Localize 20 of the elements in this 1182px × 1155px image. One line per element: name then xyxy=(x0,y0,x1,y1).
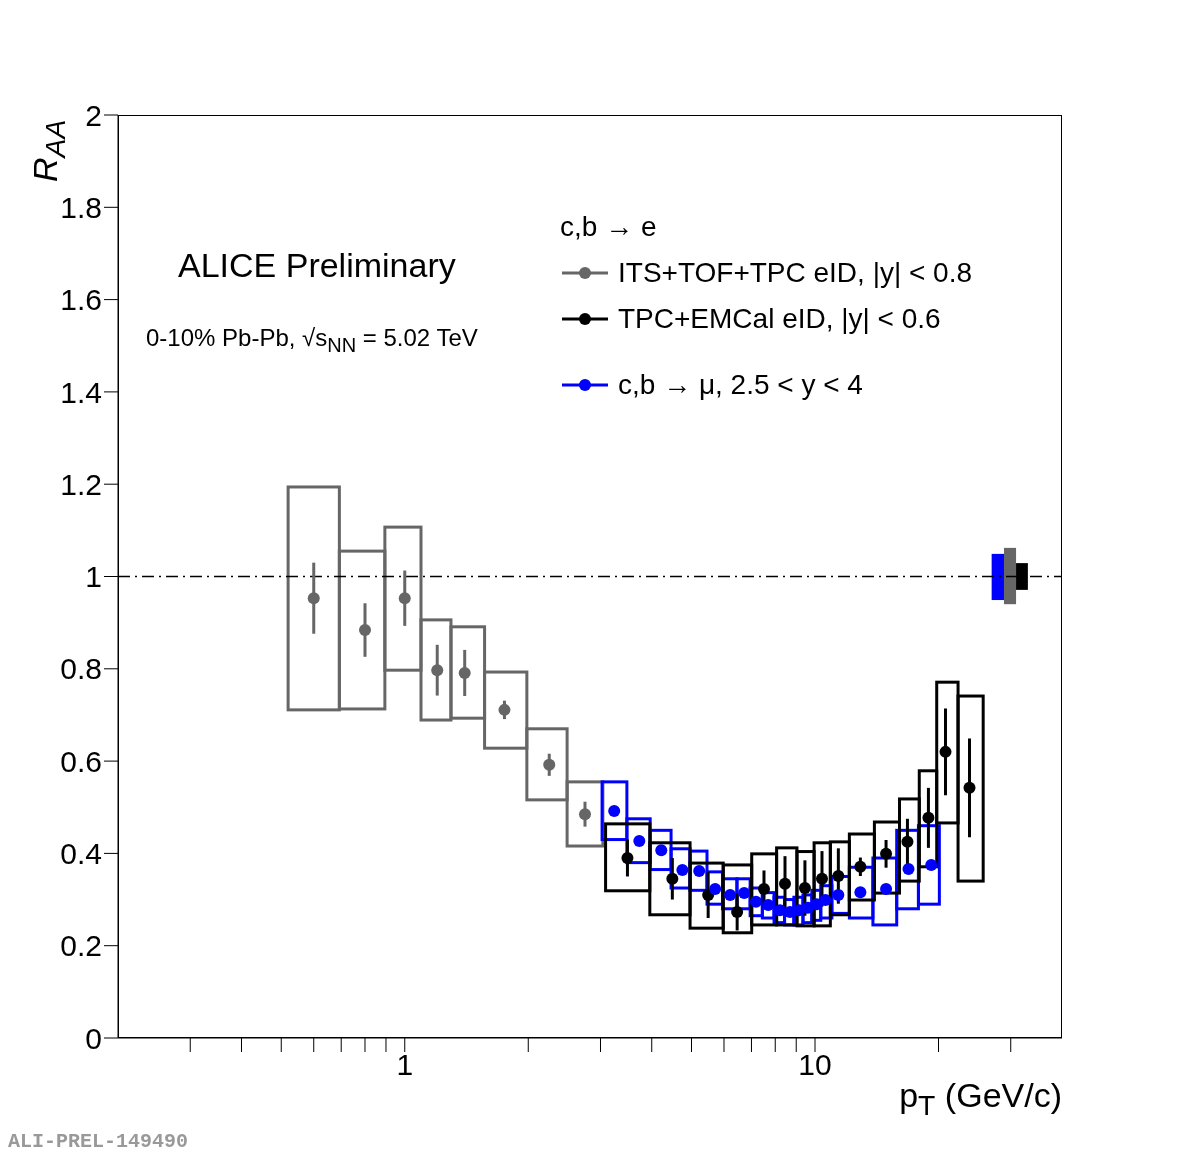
y-tick-label: 1.4 xyxy=(60,375,102,409)
annotation: 0-10% Pb-Pb, √s$_{NN}$ = 5.02 TeV xyxy=(146,324,478,357)
y-tick-label: 2 xyxy=(85,98,102,132)
y-tick-label: 1.6 xyxy=(60,283,102,317)
y-tick-label: 0 xyxy=(85,1021,102,1055)
text: ALI-PREL-149490 xyxy=(8,1130,189,1153)
y-tick-label: 0.4 xyxy=(60,837,102,871)
y-tick-label: 1.8 xyxy=(60,190,102,224)
y-tick-label: 0.6 xyxy=(60,744,102,778)
legend-label: ITS+TOF+TPC eID, |y| < 0.8 xyxy=(618,256,973,290)
legend-title: c,b → e xyxy=(560,210,658,244)
y-tick-label: 0.8 xyxy=(60,652,102,686)
annotation: ALICE Preliminary xyxy=(178,246,456,285)
legend-label: TPC+EMCal eID, |y| < 0.6 xyxy=(618,302,941,336)
y-tick-label: 0.2 xyxy=(60,929,102,963)
legend-label: c,b → μ, 2.5 < y < 4 xyxy=(618,368,863,402)
y-tick-label: 1.2 xyxy=(60,467,102,501)
x-tick-label: 10 xyxy=(798,1048,832,1082)
x-axis-title: p$_{T}$ (GeV/c) xyxy=(899,1076,1062,1122)
y-tick-label: 1 xyxy=(85,560,102,594)
